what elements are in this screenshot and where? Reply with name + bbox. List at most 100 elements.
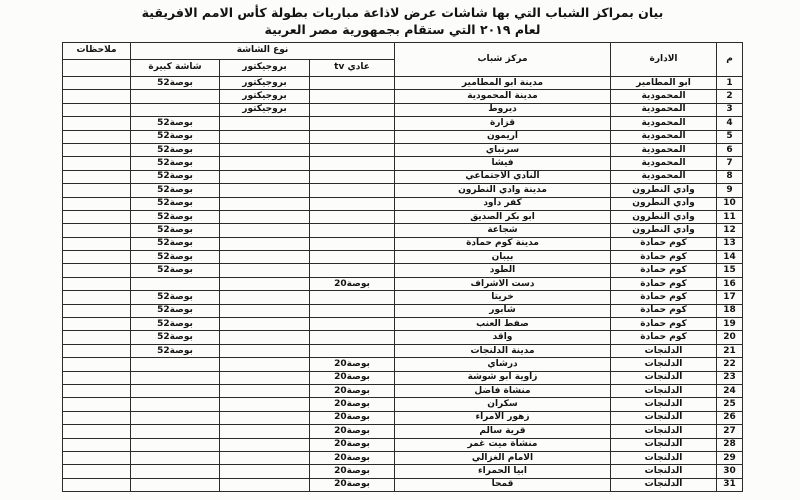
cell-notes (62, 129, 131, 144)
cell-big: 52بوصة (130, 263, 220, 278)
cell-admin: المحمودية (610, 169, 717, 185)
cell-big: 52بوصة (130, 209, 220, 225)
cell-notes (62, 464, 131, 479)
header-big-screen: شاشة كبيرة (130, 59, 220, 77)
cell-admin: الدلنجات (610, 450, 717, 466)
cell-notes (62, 450, 131, 466)
table-row: 9 وادي النطرون مدينة وادي النطرون 52بوصة (62, 183, 743, 198)
cell-big (130, 276, 220, 292)
table-row: 25 الدلنجات سكران 20بوصة (62, 397, 743, 412)
cell-big (130, 424, 220, 439)
table-row: 1 ابو المطامير مدينة ابو المطامير بروجيكتور… (62, 75, 743, 91)
cell-admin: الدلنجات (610, 383, 717, 399)
cell-projector: بروجيكتور (219, 102, 310, 118)
cell-notes (62, 383, 131, 399)
cell-big: 52بوصة (130, 236, 220, 252)
cell-center: قمحا (394, 477, 611, 493)
cell-projector (219, 410, 310, 426)
cell-projector (219, 142, 310, 158)
cell-num: 7 (716, 156, 743, 171)
cell-num: 10 (716, 196, 743, 211)
cell-tv (309, 183, 395, 198)
cell-center: دست الاشراف (394, 276, 611, 292)
cell-admin: المحمودية (610, 89, 717, 104)
cell-admin: الدلنجات (610, 343, 717, 359)
cell-num: 1 (716, 75, 743, 91)
cell-notes (62, 142, 131, 158)
cell-admin: الدلنجات (610, 424, 717, 439)
cell-num: 6 (716, 142, 743, 158)
cell-num: 4 (716, 116, 743, 131)
table-row: 16 كوم حمادة دست الاشراف 20بوصة (62, 276, 743, 292)
header-screen-type: نوع الشاشة (130, 42, 395, 60)
cell-num: 21 (716, 343, 743, 359)
cell-big: 52بوصة (130, 142, 220, 158)
table-row: 31 الدلنجات قمحا 20بوصة (62, 477, 743, 493)
header-tv: عادي tv (309, 59, 395, 77)
cell-tv: 20بوصة (309, 477, 395, 493)
cell-num: 31 (716, 477, 743, 493)
cell-admin: كوم حمادة (610, 236, 717, 252)
cell-admin: الدلنجات (610, 397, 717, 412)
cell-center: قرية سالم (394, 424, 611, 439)
cell-big: 52بوصة (130, 116, 220, 131)
cell-num: 24 (716, 383, 743, 399)
cell-num: 20 (716, 330, 743, 345)
table-row: 12 وادي النطرون شجاعة 52بوصة (62, 223, 743, 238)
cell-admin: المحمودية (610, 102, 717, 118)
cell-big (130, 437, 220, 452)
cell-big: 52بوصة (130, 343, 220, 359)
cell-tv (309, 169, 395, 185)
cell-admin: الدلنجات (610, 437, 717, 452)
cell-big: 52بوصة (130, 129, 220, 144)
cell-center: مدينة ابو المطامير (394, 75, 611, 91)
table-row: 19 كوم حمادة صفط العنب 52بوصة (62, 317, 743, 332)
cell-admin: وادي النطرون (610, 209, 717, 225)
title-line-1: بيان بمراكز الشباب التي بها شاشات عرض لا… (141, 5, 664, 20)
table-row: 20 كوم حمادة واقد 52بوصة (62, 330, 743, 345)
cell-big (130, 89, 220, 104)
cell-center: شابور (394, 303, 611, 319)
cell-tv (309, 89, 395, 104)
cell-center: واقد (394, 330, 611, 345)
cell-tv: 20بوصة (309, 383, 395, 399)
header-projector: بروجيكتور (219, 59, 310, 77)
cell-big: 52بوصة (130, 196, 220, 211)
cell-num: 26 (716, 410, 743, 426)
cell-admin: كوم حمادة (610, 317, 717, 332)
table-header: م الادارة مركز شباب نوع الشاشة ملاحظات ع… (62, 42, 743, 77)
cell-tv: 20بوصة (309, 370, 395, 385)
cell-num: 27 (716, 424, 743, 439)
cell-center: ابيا الحمراء (394, 464, 611, 479)
cell-notes (62, 330, 131, 345)
cell-center: مدينة كوم حمادة (394, 236, 611, 252)
table-row: 17 كوم حمادة خريتا 52بوصة (62, 290, 743, 305)
cell-center: الامام الغزالي (394, 450, 611, 466)
cell-center: مدينة الدلنجات (394, 343, 611, 359)
cell-num: 22 (716, 357, 743, 372)
cell-center: كفر داود (394, 196, 611, 211)
cell-admin: ابو المطامير (610, 75, 717, 91)
table-row: 21 الدلنجات مدينة الدلنجات 52بوصة (62, 343, 743, 359)
cell-projector (219, 263, 310, 278)
cell-tv (309, 116, 395, 131)
cell-center: مدينة وادي النطرون (394, 183, 611, 198)
cell-admin: وادي النطرون (610, 196, 717, 211)
table-row: 13 كوم حمادة مدينة كوم حمادة 52بوصة (62, 236, 743, 252)
cell-big (130, 383, 220, 399)
cell-projector (219, 450, 310, 466)
title-line-2: لعام ٢٠١٩ التي ستقام بجمهورية مصر العربي… (264, 21, 541, 37)
cell-notes (62, 116, 131, 131)
cell-tv: 20بوصة (309, 357, 395, 372)
table-row: 3 المحمودية ديروط بروجيكتور (62, 102, 743, 118)
header-notes-empty (62, 59, 131, 77)
cell-num: 12 (716, 223, 743, 238)
cell-admin: الدلنجات (610, 464, 717, 479)
document-title: بيان بمراكز الشباب التي بها شاشات عرض لا… (70, 5, 735, 39)
table-row: 6 المحمودية سرنباي 52بوصة (62, 142, 743, 158)
cell-notes (62, 370, 131, 385)
cell-projector (219, 250, 310, 265)
table-body: 1 ابو المطامير مدينة ابو المطامير بروجيكتور… (62, 75, 743, 493)
cell-big: 52بوصة (130, 303, 220, 319)
cell-admin: الدلنجات (610, 410, 717, 426)
